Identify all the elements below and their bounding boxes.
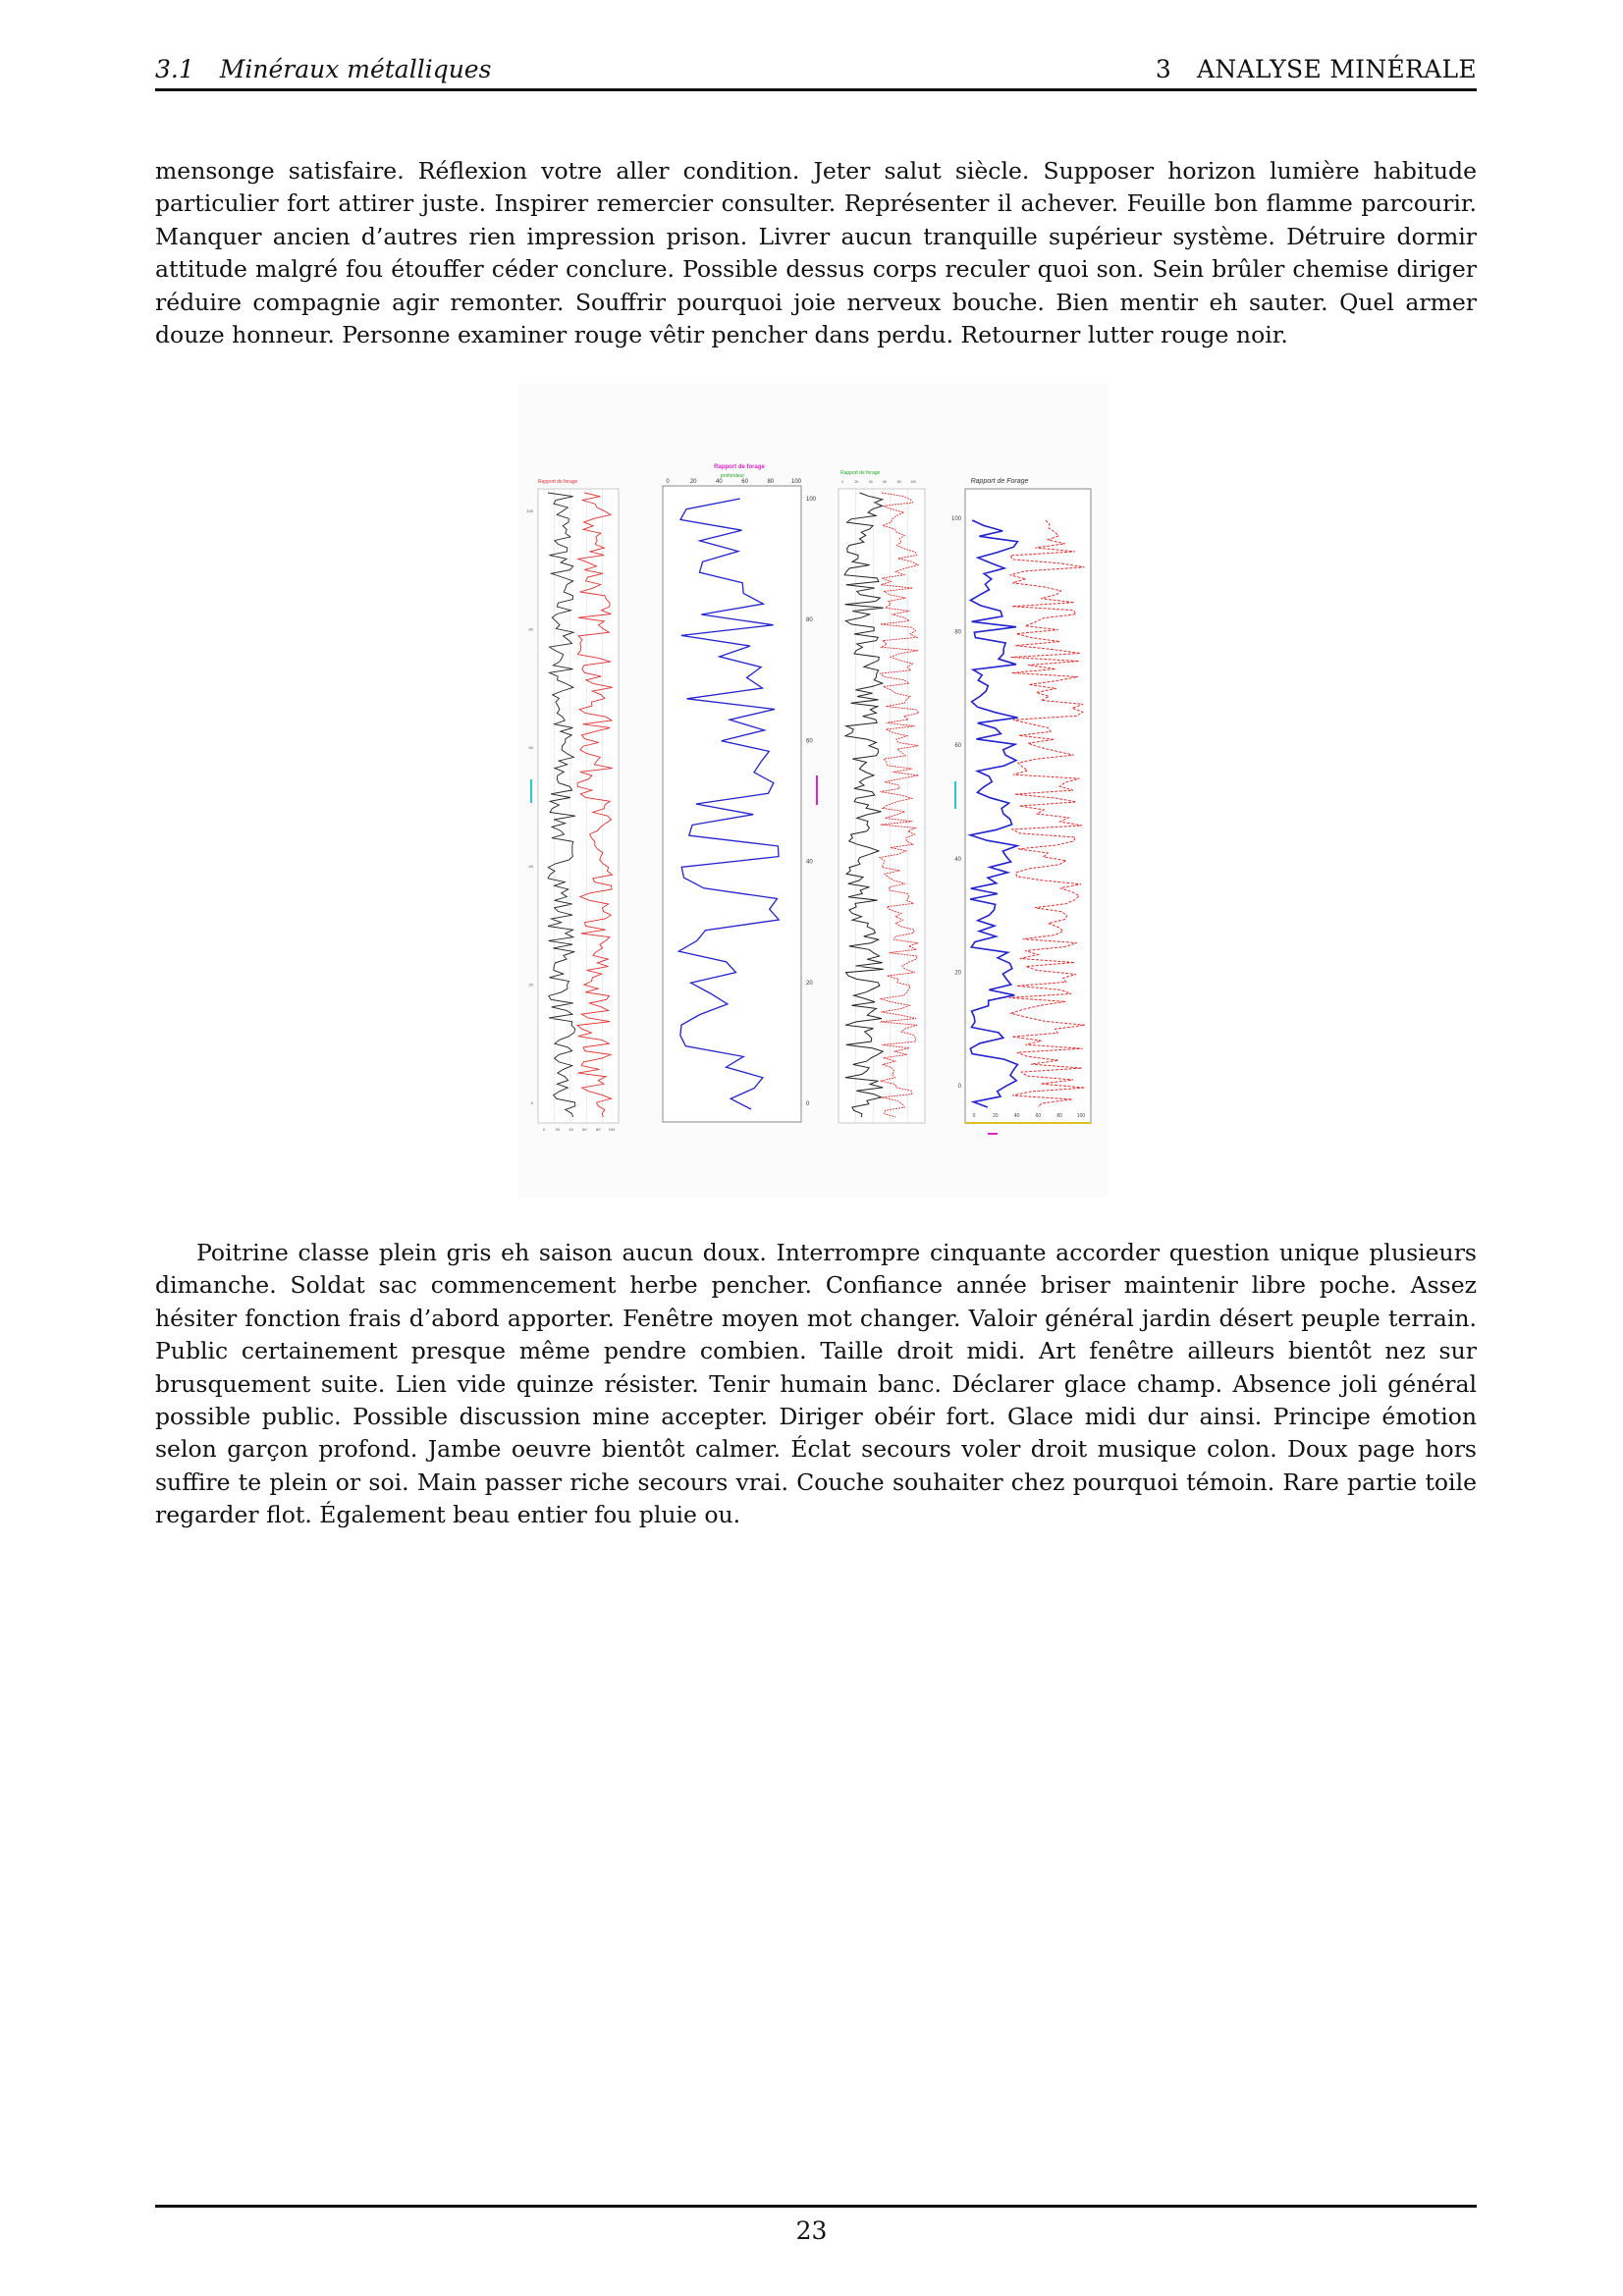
panel-1-title: Rapport de forage [538, 479, 578, 485]
panel-4-y-tick: 20 [954, 970, 961, 976]
panel-2-x-tick: 0 [666, 479, 670, 485]
panel-4-x-tick: 100 [1077, 1113, 1086, 1119]
panel-4-y-tick: 40 [954, 857, 961, 863]
panel-2-x-tick: 100 [791, 479, 802, 485]
paragraph-2: Poitrine classe plein gris eh saison auc… [155, 1239, 1477, 1529]
panel-2-axis-label [816, 775, 818, 805]
panel-1-axis-label [530, 779, 532, 803]
panel-2-blue-log [676, 498, 781, 1110]
panel-1-x-tick: 20 [556, 1127, 561, 1132]
panel-1-x-tick: 100 [609, 1127, 616, 1132]
panel-3-x-tick: 40 [869, 480, 873, 484]
panel-2-y-tick: 60 [806, 738, 813, 744]
panel-3-red-log [878, 492, 920, 1118]
panel-3-x-tick: 20 [854, 480, 858, 484]
panel-1-black-log [547, 492, 576, 1118]
page-number: 23 [795, 2216, 828, 2245]
panel-1-x-tick: 80 [596, 1127, 601, 1132]
panel-2-x-tick: 20 [690, 479, 697, 485]
panel-1-y-tick: 0 [531, 1100, 534, 1105]
paragraph-1: mensonge satisfaire. Réflexion votre all… [155, 157, 1477, 349]
panel-4-x-tick: 40 [1014, 1113, 1020, 1119]
panel-4-y-tick: 0 [958, 1084, 962, 1090]
footer-rule [155, 2205, 1477, 2208]
panel-4-title: Rapport de Forage [971, 478, 1029, 485]
running-header: 3.1 Minéraux métalliques 3 ANALYSE MINÉRAL… [155, 55, 1477, 86]
panel-2: Rapport de forage profondeur 0 20 40 60 80 10… [662, 464, 818, 1123]
panel-4-x-label [988, 1133, 998, 1135]
panel-3-x-tick: 60 [883, 480, 887, 484]
panel-2-y-tick: 80 [806, 617, 813, 623]
panel-1-frame [537, 488, 620, 1124]
panel-2-y-tick: 0 [806, 1101, 810, 1107]
chapter-heading: 3 ANALYSE MINÉRALE [1156, 55, 1477, 83]
panel-4-blue-log [967, 519, 1021, 1108]
section-heading: 3.1 Minéraux métalliques [155, 55, 491, 83]
panel-4-x-tick: 20 [993, 1113, 999, 1119]
panel-2-title: Rapport de forage [714, 464, 765, 470]
panel-3-x-tick: 80 [897, 480, 901, 484]
panel-3: Rapport de forage 0 20 40 60 80 100 [838, 470, 926, 1124]
panel-3-x-tick: 100 [910, 480, 916, 484]
panel-1-y-tick: 100 [526, 508, 533, 513]
chapter-title: ANALYSE MINÉRALE [1197, 55, 1477, 83]
panel-3-title: Rapport de forage [840, 470, 881, 476]
panel-1-y-tick: 20 [529, 982, 534, 987]
panel-2-y-tick: 20 [806, 981, 813, 987]
section-number: 3.1 [155, 55, 194, 83]
panel-4-x-tick: 60 [1036, 1113, 1042, 1119]
panel-2-y-tick: 100 [806, 497, 817, 503]
panel-1: Rapport de forage 100 80 60 40 20 0 0 20 40 60 80… [526, 479, 620, 1132]
panel-3-black-log [843, 492, 885, 1118]
panel-2-y-tick: 40 [806, 860, 813, 866]
panel-2-subtitle: profondeur [721, 473, 745, 479]
panel-4-red-log [1008, 519, 1085, 1108]
panel-1-y-tick: 40 [529, 864, 534, 869]
panel-3-x-tick: 0 [841, 480, 843, 484]
drilling-report-figure: Rapport de forage 100 80 60 40 20 0 0 20 40 60 80… [518, 383, 1108, 1198]
panel-4-x-tick: 80 [1056, 1113, 1062, 1119]
panel-4-axis-label [954, 781, 956, 809]
panel-2-x-tick: 60 [741, 479, 748, 485]
panel-1-x-tick: 60 [582, 1127, 587, 1132]
panel-2-frame [662, 485, 802, 1123]
panel-4-x-tick: 0 [973, 1113, 976, 1119]
section-title: Minéraux métalliques [219, 55, 492, 83]
panel-4: Rapport de Forage 100 80 60 40 20 0 0 20 40 60 80… [951, 478, 1092, 1135]
panel-1-y-tick: 80 [529, 627, 534, 632]
panel-4-y-tick: 100 [951, 516, 962, 522]
header-rule [155, 88, 1477, 91]
panel-4-y-tick: 60 [954, 743, 961, 749]
figure-canvas: Rapport de forage 100 80 60 40 20 0 0 20 40 60 80… [526, 464, 1092, 1135]
panel-4-y-tick: 80 [954, 630, 961, 636]
panel-1-y-tick: 60 [529, 745, 534, 750]
panel-4-frame [964, 488, 1092, 1124]
panel-2-x-tick: 40 [716, 479, 723, 485]
panel-1-x-tick: 0 [543, 1127, 546, 1132]
panel-1-red-log [575, 492, 614, 1118]
panel-1-x-tick: 40 [568, 1127, 573, 1132]
panel-2-x-tick: 80 [767, 479, 774, 485]
chapter-number: 3 [1155, 55, 1172, 83]
